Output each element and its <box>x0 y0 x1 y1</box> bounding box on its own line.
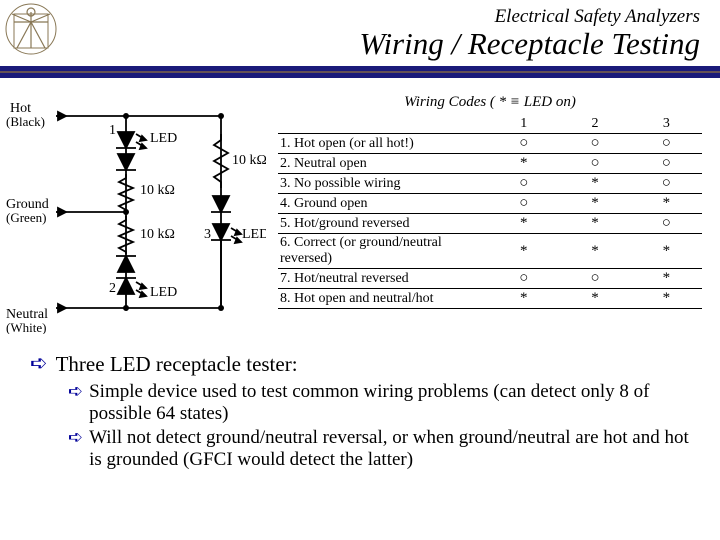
codes-header: Wiring Codes ( * ≡ LED on) <box>278 94 702 111</box>
vitruvian-logo <box>4 2 58 56</box>
row-label: 5. Hot/ground reversed <box>278 214 488 234</box>
led-cell: ○ <box>559 269 630 289</box>
arrow-outline-icon: ➪ <box>68 427 83 471</box>
led-cell: * <box>559 174 630 194</box>
led-cell: ○ <box>488 194 559 214</box>
table-row: 3. No possible wiring○*○ <box>278 174 702 194</box>
led-cell: * <box>559 234 630 269</box>
node-2: 2 <box>109 281 116 296</box>
table-row: 5. Hot/ground reversed**○ <box>278 214 702 234</box>
row-label: 7. Hot/neutral reversed <box>278 269 488 289</box>
bullet-lvl1-text: Three LED receptacle tester: <box>56 352 298 377</box>
table-row: 4. Ground open○** <box>278 194 702 214</box>
led-cell: ○ <box>631 154 702 174</box>
led-cell: * <box>488 289 559 309</box>
led-cell: * <box>631 289 702 309</box>
row-label: 2. Neutral open <box>278 154 488 174</box>
diagram-area: Hot (Black) Ground (Green) Neutral (Whit… <box>0 86 720 338</box>
table-row: 1. Hot open (or all hot!)○○○ <box>278 134 702 154</box>
codes-header-row: 1 2 3 <box>278 115 702 134</box>
led-cell: ○ <box>559 154 630 174</box>
led-cell: ○ <box>631 134 702 154</box>
table-row: 2. Neutral open*○○ <box>278 154 702 174</box>
led2-label: LED <box>150 285 177 300</box>
led1-label: LED <box>150 131 177 146</box>
node-1: 1 <box>109 123 116 138</box>
header-subtitle: Electrical Safety Analyzers <box>60 6 700 28</box>
table-row: 6. Correct (or ground/neutral reversed)*… <box>278 234 702 269</box>
led-cell: * <box>559 214 630 234</box>
col-1: 1 <box>488 115 559 134</box>
led-cell: ○ <box>631 174 702 194</box>
r-left-top: 10 kΩ <box>140 183 175 198</box>
bullet-lvl2a-text: Simple device used to test common wiring… <box>89 381 698 425</box>
led-cell: ○ <box>559 134 630 154</box>
led-cell: * <box>559 289 630 309</box>
header-divider <box>0 66 720 78</box>
led-cell: * <box>559 194 630 214</box>
wiring-codes-table: Wiring Codes ( * ≡ LED on) 1 2 3 1. Hot … <box>278 94 702 334</box>
neutral-color: (White) <box>6 320 46 334</box>
led-cell: ○ <box>631 214 702 234</box>
arrow-outline-icon: ➪ <box>68 381 83 425</box>
bullet-lvl1: ➪ Three LED receptacle tester: <box>30 352 698 377</box>
table-row: 8. Hot open and neutral/hot*** <box>278 289 702 309</box>
row-label: 4. Ground open <box>278 194 488 214</box>
table-row: 7. Hot/neutral reversed○○* <box>278 269 702 289</box>
r-right: 10 kΩ <box>232 153 266 168</box>
header: Electrical Safety Analyzers Wiring / Rec… <box>0 0 720 64</box>
led-cell: ○ <box>488 269 559 289</box>
led-cell: ○ <box>488 174 559 194</box>
r-left-bot: 10 kΩ <box>140 227 175 242</box>
led-cell: * <box>631 194 702 214</box>
row-label: 3. No possible wiring <box>278 174 488 194</box>
led3-label: LED <box>242 227 266 242</box>
row-label: 1. Hot open (or all hot!) <box>278 134 488 154</box>
hot-color: (Black) <box>6 114 45 129</box>
led-cell: * <box>488 154 559 174</box>
led-cell: * <box>488 234 559 269</box>
row-label: 6. Correct (or ground/neutral reversed) <box>278 234 488 269</box>
bullet-lvl2: ➪ Will not detect ground/neutral reversa… <box>68 427 698 471</box>
led-cell: ○ <box>488 134 559 154</box>
ground-color: (Green) <box>6 210 46 225</box>
led-cell: * <box>488 214 559 234</box>
bullet-lvl2b-text: Will not detect ground/neutral reversal,… <box>89 427 698 471</box>
col-3: 3 <box>631 115 702 134</box>
bullet-list: ➪ Three LED receptacle tester: ➪ Simple … <box>0 338 720 470</box>
node-3: 3 <box>204 227 211 242</box>
led-cell: * <box>631 234 702 269</box>
circuit-diagram: Hot (Black) Ground (Green) Neutral (Whit… <box>6 94 266 334</box>
bullet-lvl2: ➪ Simple device used to test common wiri… <box>68 381 698 425</box>
arrow-right-icon: ➪ <box>30 352 48 377</box>
col-2: 2 <box>559 115 630 134</box>
header-title: Wiring / Receptacle Testing <box>60 26 700 62</box>
led-cell: * <box>631 269 702 289</box>
row-label: 8. Hot open and neutral/hot <box>278 289 488 309</box>
